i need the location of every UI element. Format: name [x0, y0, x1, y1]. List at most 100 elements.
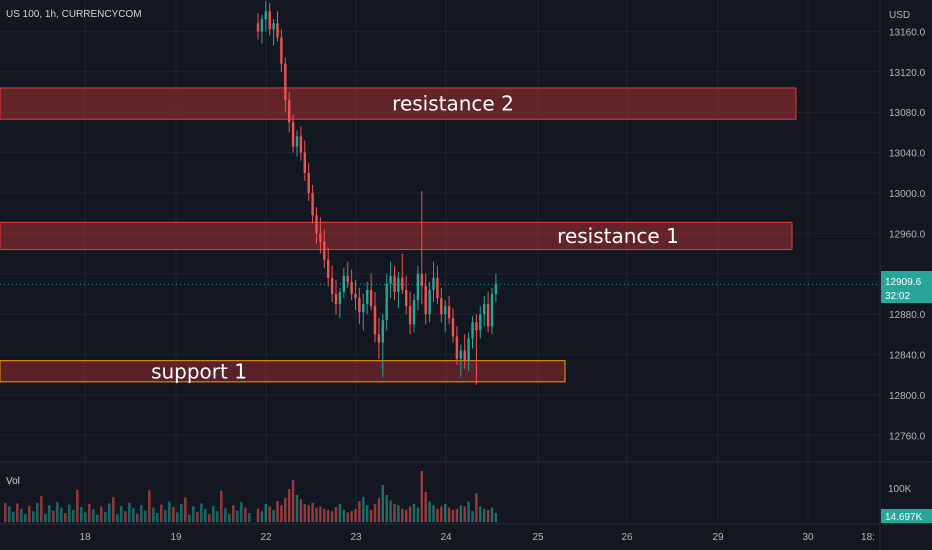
- volume-bar: [408, 506, 412, 522]
- candle-body[interactable]: [342, 275, 345, 292]
- volume-bar: [196, 511, 199, 522]
- candle-body[interactable]: [401, 277, 404, 290]
- candle-body[interactable]: [303, 152, 306, 173]
- zone-label: support 1: [151, 359, 247, 383]
- candle-body[interactable]: [268, 11, 271, 30]
- candle-body[interactable]: [471, 322, 474, 339]
- volume-bar: [100, 506, 103, 522]
- candle-body[interactable]: [459, 350, 462, 359]
- candle-body[interactable]: [490, 294, 494, 327]
- candle-body[interactable]: [354, 294, 357, 299]
- candle-body[interactable]: [444, 306, 447, 315]
- price-tick-label: 12760.0: [889, 431, 926, 442]
- candle-body[interactable]: [486, 304, 490, 327]
- candle-body[interactable]: [338, 291, 342, 305]
- candle-body[interactable]: [467, 338, 470, 361]
- candle-body[interactable]: [389, 275, 392, 284]
- candle-body[interactable]: [393, 275, 396, 292]
- volume-bar: [436, 508, 439, 522]
- candle-body[interactable]: [307, 172, 310, 193]
- volume-bar: [307, 505, 310, 522]
- volume-bar: [72, 510, 75, 522]
- candle-body[interactable]: [405, 289, 408, 307]
- candle-body[interactable]: [264, 11, 267, 20]
- zone-resistance-1[interactable]: [0, 221, 793, 251]
- candle-body[interactable]: [311, 193, 314, 216]
- candle-body[interactable]: [416, 273, 420, 301]
- volume-bar: [358, 501, 361, 522]
- volume-bar: [420, 471, 423, 522]
- candle-body[interactable]: [272, 23, 275, 30]
- time-tick-label: 18:: [861, 532, 875, 543]
- candle-body[interactable]: [295, 136, 299, 147]
- candle-body[interactable]: [334, 294, 338, 305]
- time-axis[interactable]: 18 19 22 23 24 25 26 29 30 18:: [79, 532, 875, 543]
- candle-body[interactable]: [276, 23, 279, 38]
- candle-body[interactable]: [428, 289, 431, 315]
- candle-body[interactable]: [284, 63, 287, 101]
- zone-resistance-2[interactable]: [0, 87, 797, 120]
- volume-bar: [236, 510, 239, 522]
- price-tick-label: 13040.0: [889, 149, 926, 160]
- time-tick-label: 29: [712, 532, 724, 543]
- candle-body[interactable]: [377, 334, 381, 343]
- symbol-header[interactable]: US 100, 1h, CURRENCYCOM: [6, 9, 142, 20]
- volume-bar: [160, 504, 163, 522]
- candle-body[interactable]: [373, 306, 377, 335]
- candle-body[interactable]: [323, 241, 326, 260]
- candle-body[interactable]: [494, 283, 498, 294]
- volume-bar: [132, 508, 135, 522]
- volume-bar: [136, 513, 139, 522]
- candle-body[interactable]: [455, 336, 459, 359]
- candle-body[interactable]: [412, 300, 416, 325]
- candle-body[interactable]: [432, 277, 435, 290]
- candle-body[interactable]: [315, 215, 318, 234]
- candle-body[interactable]: [280, 37, 283, 64]
- candle-body[interactable]: [366, 289, 369, 305]
- candle-body[interactable]: [327, 259, 330, 278]
- candles[interactable]: [256, 1, 498, 385]
- candle-body[interactable]: [346, 275, 349, 282]
- zone-support-1[interactable]: [0, 360, 566, 383]
- time-tick-label: 19: [170, 532, 182, 543]
- candle-body[interactable]: [260, 19, 264, 32]
- volume-bar: [232, 505, 235, 522]
- candle-body[interactable]: [319, 233, 322, 242]
- candle-body[interactable]: [358, 298, 361, 313]
- candle-body[interactable]: [397, 277, 400, 292]
- candle-body[interactable]: [451, 318, 455, 337]
- candle-body[interactable]: [463, 350, 466, 361]
- volume-bar: [334, 507, 338, 522]
- candle-body[interactable]: [385, 283, 388, 321]
- candle-body[interactable]: [330, 277, 334, 294]
- volume-bar: [350, 511, 353, 522]
- candle-body[interactable]: [447, 306, 451, 319]
- candle-body[interactable]: [288, 100, 291, 123]
- volume-bar: [216, 511, 219, 522]
- candle-body[interactable]: [291, 122, 295, 147]
- volume-bar: [172, 507, 175, 522]
- candle-body[interactable]: [436, 277, 439, 299]
- candle-body[interactable]: [362, 304, 365, 313]
- volume-bar: [479, 506, 482, 522]
- volume-bar: [330, 511, 334, 522]
- price-tick-label: 12960.0: [889, 229, 926, 240]
- candle-body[interactable]: [381, 320, 384, 343]
- volume-bar: [104, 511, 107, 522]
- volume-bar: [228, 513, 231, 522]
- candle-body[interactable]: [408, 306, 412, 325]
- candle-body[interactable]: [475, 322, 478, 331]
- volume-bar: [168, 501, 171, 522]
- candle-body[interactable]: [256, 23, 260, 32]
- candle-body[interactable]: [350, 281, 353, 294]
- time-tick-label: 30: [802, 532, 814, 543]
- candle-body[interactable]: [424, 285, 427, 315]
- candle-body[interactable]: [483, 304, 486, 315]
- candle-body[interactable]: [479, 314, 482, 331]
- candle-body[interactable]: [299, 136, 303, 153]
- candle-body[interactable]: [369, 289, 373, 307]
- candle-body[interactable]: [420, 273, 423, 286]
- price-tick-label: 13000.0: [889, 189, 926, 200]
- candle-body[interactable]: [440, 298, 443, 315]
